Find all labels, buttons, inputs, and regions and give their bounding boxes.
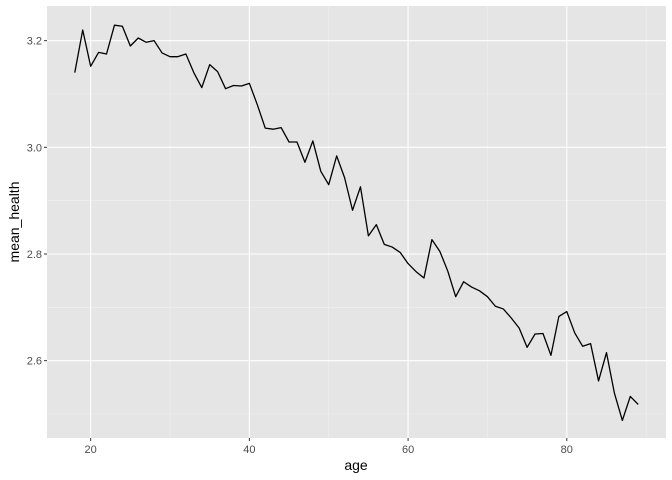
minor-gridlines [47, 6, 666, 438]
y-tick-label: 2.6 [27, 356, 42, 368]
y-tick-label: 2.8 [27, 249, 42, 261]
y-tick-label: 3.0 [27, 142, 42, 154]
major-gridlines [47, 6, 666, 438]
plot-panel [47, 6, 666, 438]
x-tick-label: 20 [85, 444, 97, 456]
y-axis-ticks: 2.6 2.8 3.0 3.2 [27, 36, 47, 368]
x-axis-ticks: 20 40 60 80 [85, 438, 573, 456]
x-tick-label: 40 [243, 444, 255, 456]
x-tick-label: 80 [561, 444, 573, 456]
mean-health-line [74, 24, 639, 422]
x-axis-title: age [344, 457, 368, 473]
y-axis-title: mean_health [6, 182, 22, 263]
x-tick-label: 60 [402, 444, 414, 456]
y-tick-label: 3.2 [27, 36, 42, 48]
